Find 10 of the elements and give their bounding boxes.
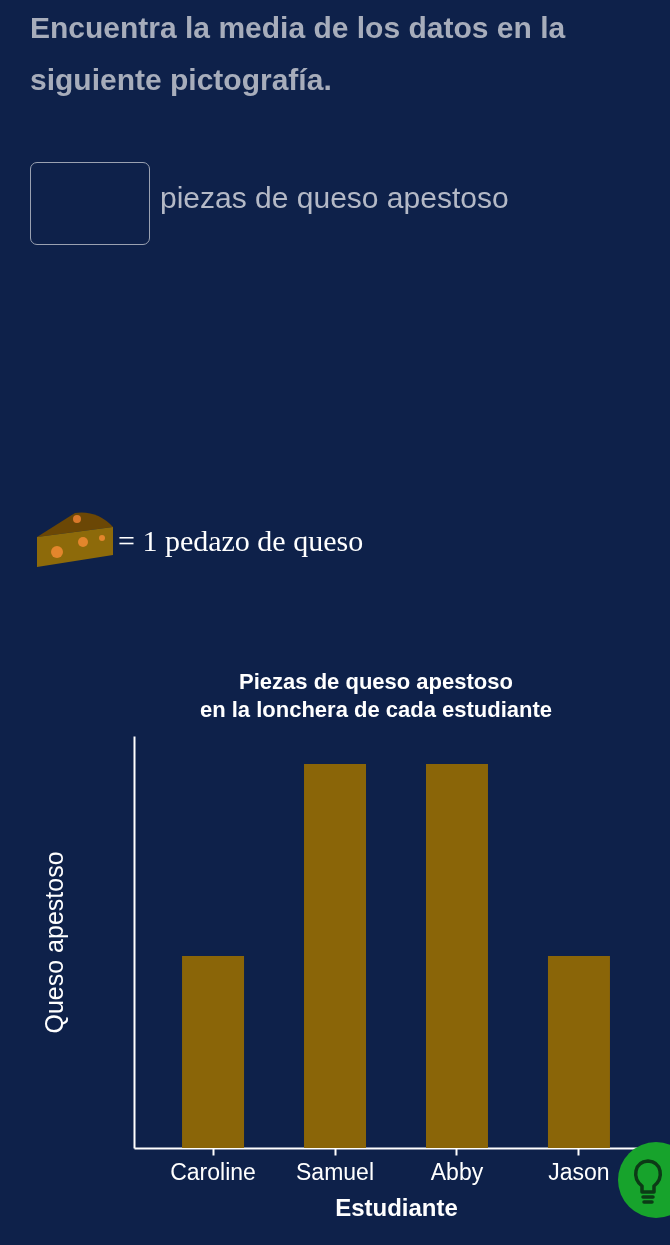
x-tick-label: Samuel [296, 1158, 375, 1185]
x-tick-label: Abby [430, 1158, 484, 1185]
text: = 1 pedazo de queso [118, 523, 364, 559]
text: Encuentra la media de los datos en la siguiente pictografía. [30, 10, 567, 98]
chart-title: Piezas de queso apestoso en la lonchera de cada estudiante [199, 669, 553, 722]
x-tick-label: Caroline [170, 1158, 256, 1185]
text: piezas de queso apestoso [160, 180, 509, 216]
x-axis-title: Estudiante [335, 1193, 458, 1221]
y-axis-title: Queso apestoso [39, 851, 68, 1034]
x-tick-label: Jason [548, 1158, 610, 1185]
